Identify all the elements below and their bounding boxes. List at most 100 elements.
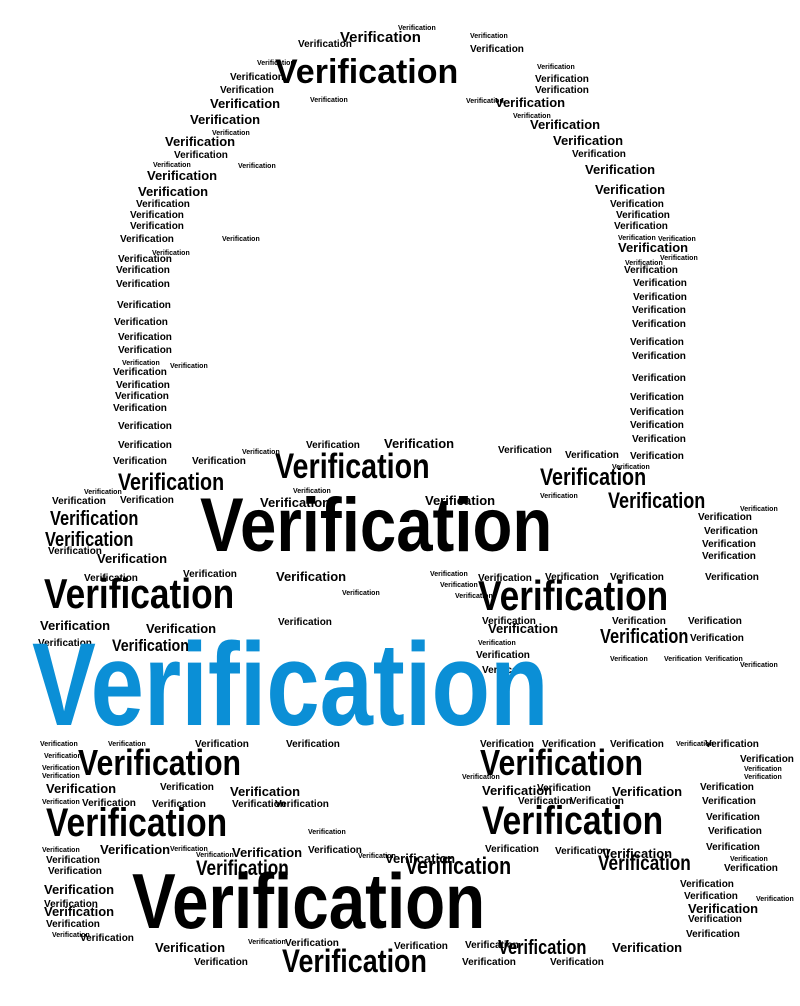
word: Verification xyxy=(115,392,169,402)
word-body-row2-right: Verification xyxy=(478,575,668,617)
word: Verification xyxy=(40,741,78,748)
word-lower-row2-right: Verification xyxy=(482,801,663,841)
word: Verification xyxy=(114,318,168,328)
word: Verification xyxy=(610,200,664,210)
word: Verification xyxy=(238,163,276,170)
word: Verification xyxy=(194,958,248,968)
word: Verification xyxy=(286,740,340,750)
word: Verification xyxy=(275,800,329,810)
word: Verification xyxy=(122,360,160,367)
word: Verification xyxy=(702,552,756,562)
word: Verification xyxy=(664,656,702,663)
word: Verification xyxy=(138,185,208,198)
word: Verification xyxy=(116,266,170,276)
word: Verification xyxy=(688,915,742,925)
word: Verification xyxy=(42,773,80,780)
word: Verification xyxy=(100,843,170,856)
word: Verification xyxy=(147,169,217,182)
word: Verification xyxy=(116,381,170,391)
word: Verification xyxy=(616,211,670,221)
word: Verification xyxy=(498,938,586,958)
word: Verification xyxy=(598,853,691,874)
word: Verification xyxy=(702,797,756,807)
word: Verification xyxy=(113,457,167,467)
word: Verification xyxy=(120,496,174,506)
word: Verification xyxy=(610,656,648,663)
word: Verification xyxy=(160,783,214,793)
word: Verification xyxy=(535,75,589,85)
word: Verification xyxy=(705,656,743,663)
word: Verification xyxy=(470,45,524,55)
word: Verification xyxy=(705,740,759,750)
word: Verification xyxy=(44,905,114,918)
word: Verification xyxy=(553,134,623,147)
word: Verification xyxy=(705,573,759,583)
word-lower-xl: Verification xyxy=(132,862,485,940)
word-shackle-large: Verification xyxy=(275,55,458,89)
word: Verification xyxy=(298,40,352,50)
word: Verification xyxy=(398,25,436,32)
word: Verification xyxy=(632,352,686,362)
word: Verification xyxy=(462,774,500,781)
word: Verification xyxy=(440,582,478,589)
word: Verification xyxy=(706,813,760,823)
word: Verification xyxy=(342,590,380,597)
word: Verification xyxy=(170,363,208,370)
word: Verification xyxy=(48,867,102,877)
word: Verification xyxy=(572,150,626,160)
word: Verification xyxy=(118,422,172,432)
word: Verification xyxy=(614,222,668,232)
word: Verification xyxy=(230,785,300,798)
word: Verification xyxy=(688,617,742,627)
word: Verification xyxy=(595,183,665,196)
word: Verification xyxy=(117,301,171,311)
word: Verification xyxy=(118,255,172,265)
word: Verification xyxy=(248,939,286,946)
word: Verification xyxy=(220,86,274,96)
word-bottom-row: Verification xyxy=(282,945,427,977)
word: Verification xyxy=(686,930,740,940)
word: Verification xyxy=(585,163,655,176)
word: Verification xyxy=(608,490,705,512)
word: Verification xyxy=(633,293,687,303)
word: Verification xyxy=(136,200,190,210)
word: Verification xyxy=(756,896,794,903)
word: Verification xyxy=(470,33,508,40)
word: Verification xyxy=(192,457,246,467)
word: Verification xyxy=(113,404,167,414)
word: Verification xyxy=(42,765,80,772)
word: Verification xyxy=(706,843,760,853)
word: Verification xyxy=(130,211,184,221)
word: Verification xyxy=(537,64,575,71)
word: Verification xyxy=(155,941,225,954)
word-body-xl-1: Verification xyxy=(200,488,552,564)
word: Verification xyxy=(130,222,184,232)
word: Verification xyxy=(430,571,468,578)
word: Verification xyxy=(46,782,116,795)
word: Verification xyxy=(46,856,100,866)
word: Verification xyxy=(97,552,167,565)
word: Verification xyxy=(744,766,782,773)
word: Verification xyxy=(530,118,600,131)
word: Verification xyxy=(550,958,604,968)
word: Verification xyxy=(630,338,684,348)
word: Verification xyxy=(660,255,698,262)
word: Verification xyxy=(740,662,778,669)
word: Verification xyxy=(308,846,362,856)
word: Verification xyxy=(618,241,688,254)
word: Verification xyxy=(84,574,138,584)
word: Verification xyxy=(632,306,686,316)
word: Verification xyxy=(116,280,170,290)
word-body-row2-left: Verification xyxy=(44,573,234,615)
word: Verification xyxy=(730,856,768,863)
word: Verification xyxy=(540,466,646,490)
word: Verification xyxy=(118,333,172,343)
word: Verification xyxy=(624,266,678,276)
word: Verification xyxy=(702,540,756,550)
word: Verification xyxy=(52,497,106,507)
word: Verification xyxy=(708,827,762,837)
word: Verification xyxy=(612,941,682,954)
word: Verification xyxy=(84,489,122,496)
word: Verification xyxy=(210,97,280,110)
